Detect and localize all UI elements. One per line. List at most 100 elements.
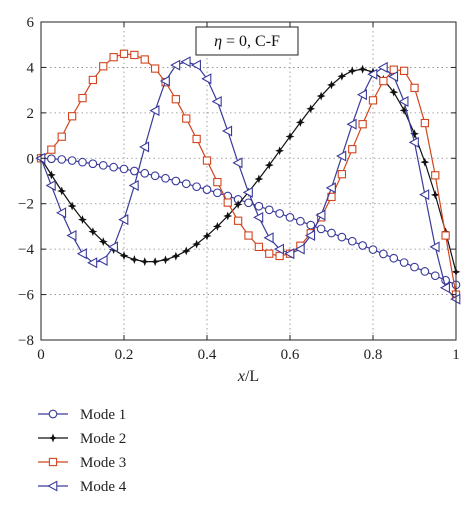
series-3-point [140, 55, 149, 64]
series-4-point [325, 182, 336, 194]
series-2-point [88, 227, 98, 237]
series-3-point [78, 93, 87, 103]
x-tick-label: 0.2 [115, 347, 134, 363]
series-3-point [254, 242, 264, 252]
series-4-point [336, 150, 347, 162]
series-4-point [56, 207, 67, 219]
y-tick-label: 0 [27, 151, 35, 167]
legend-label: Mode 1 [80, 407, 126, 423]
series-1-point [430, 271, 440, 281]
y-tick-label: −8 [18, 333, 34, 349]
series-3-point [431, 171, 440, 180]
series-4-point [128, 180, 139, 192]
x-tick-label: 0.8 [364, 347, 383, 363]
series-4-point [408, 136, 419, 148]
series-4-point [87, 257, 98, 269]
legend-swatch-marker [48, 433, 58, 443]
series-1-point [78, 157, 87, 167]
series-2-point [98, 237, 108, 247]
series-1-point [150, 171, 160, 181]
series-4-point [429, 241, 440, 253]
axis-ticks: 0 0.2 0.4 0.6 0.8 1 −8 −6 −4 −2 0 2 4 6 [18, 15, 460, 363]
legend-label: Mode 2 [80, 431, 126, 447]
series-3-point [67, 112, 77, 121]
series-1-point [285, 212, 295, 222]
series-1-point [254, 201, 264, 211]
series-3-point [441, 231, 450, 240]
series-2-point [358, 64, 368, 74]
series-3-point [119, 49, 129, 58]
series-2-point [181, 246, 191, 256]
series-4-point [180, 56, 191, 68]
series-2-point [78, 215, 87, 225]
series-3-point [368, 96, 378, 105]
series-4-point [232, 157, 243, 169]
series-4-point [170, 59, 181, 71]
series-1-point [119, 164, 129, 174]
series-2-point [46, 170, 56, 180]
series-3 [36, 49, 461, 299]
series-4-point [222, 125, 233, 137]
series-3-point [109, 53, 118, 62]
series-4-point [76, 248, 87, 260]
series-2-point [285, 132, 295, 141]
series-1-point [379, 249, 388, 259]
series-2-point [275, 146, 285, 156]
series-1-point [161, 173, 170, 183]
series-3-point [379, 76, 388, 86]
series-4-point [273, 243, 284, 255]
series-1-point [264, 205, 274, 215]
legend-item-4: Mode 4 [38, 479, 127, 495]
series-1-point [316, 224, 326, 234]
series-2-point [233, 199, 243, 209]
series-2-point [264, 160, 274, 170]
series-4-point [211, 95, 222, 108]
series-3-point [389, 65, 398, 74]
y-tick-label: 6 [27, 15, 35, 31]
series-1-point [67, 156, 77, 165]
series-2-point [202, 231, 212, 241]
y-tick-label: −6 [18, 288, 34, 304]
series-2-point [327, 80, 336, 90]
series-4-point [294, 243, 305, 255]
series-4-point [263, 232, 274, 244]
legend: Mode 1 Mode 2 Mode 3 Mode 4 [38, 407, 127, 495]
x-tick-label: 0 [37, 347, 45, 363]
annotation-value: = 0, C-F [222, 33, 280, 50]
series-4-point [66, 229, 77, 242]
series-4-point [305, 229, 316, 242]
legend-swatch-marker [48, 457, 58, 467]
series-4-point [439, 282, 450, 294]
series-3-point [275, 251, 284, 261]
series-4-point [45, 180, 56, 192]
series-1-point [420, 267, 430, 276]
series-2-point [316, 91, 326, 101]
series-2-point [119, 251, 129, 261]
series-1-point [140, 168, 150, 178]
series-3-point [47, 145, 56, 154]
series-2-point [337, 71, 347, 81]
series-1-point [368, 245, 378, 254]
series-2-point [295, 117, 305, 127]
y-tick-label: 2 [27, 106, 35, 122]
series-3-point [244, 231, 253, 240]
series-4-point [346, 118, 357, 130]
series-1-point [296, 216, 305, 226]
series-1-point [399, 258, 409, 267]
series-4-point [419, 189, 430, 201]
series-4-point [97, 254, 108, 267]
series-1-point [275, 209, 284, 218]
x-axis-label-var: x [237, 368, 245, 385]
series-2-point [161, 255, 170, 265]
series-3-point [57, 132, 66, 141]
annotation-label: η = 0, C-F [214, 33, 280, 50]
series-2-point [129, 255, 139, 265]
legend-item-1: Mode 1 [38, 407, 126, 423]
series-2-point [150, 257, 160, 267]
series-1-point [213, 188, 222, 198]
series-3-point [202, 156, 212, 165]
series-2-point [192, 239, 202, 249]
series-3-point [192, 134, 201, 144]
